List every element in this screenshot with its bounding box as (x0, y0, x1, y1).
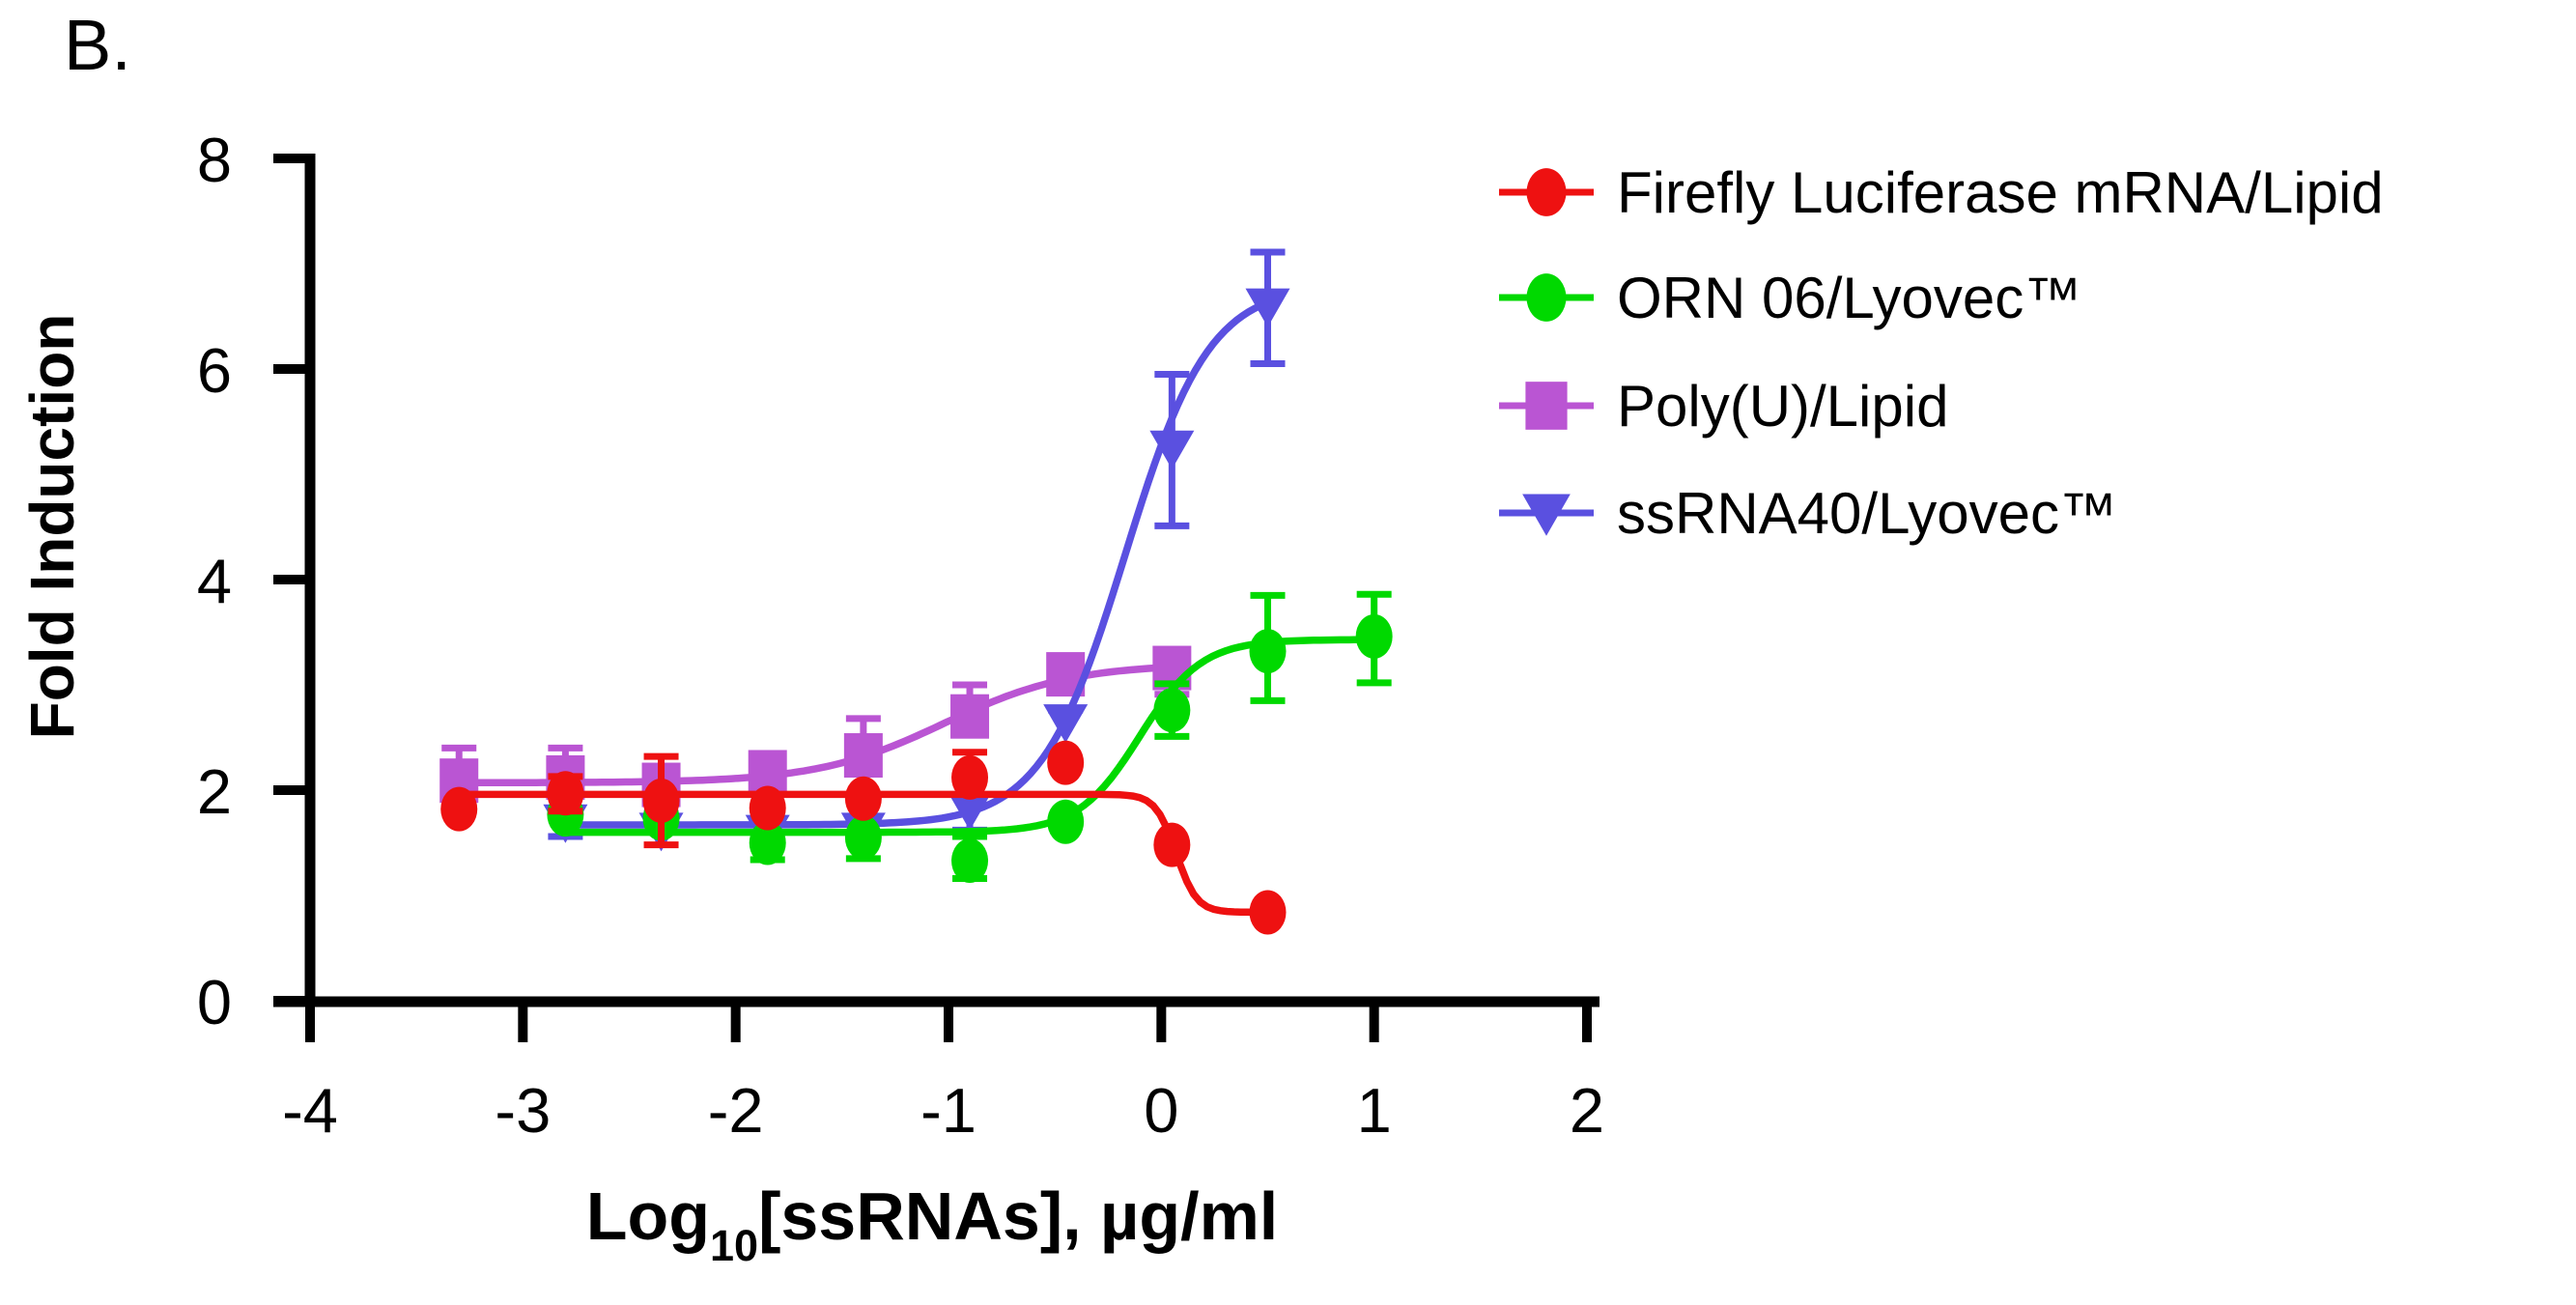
legend-label-orn06: ORN 06/Lyovec™ (1617, 266, 2081, 330)
y-axis-title: Fold Induction (17, 314, 87, 740)
series-firefly-marker (440, 786, 478, 832)
y-tick-label: 6 (197, 335, 232, 406)
x-tick-label: -2 (708, 1075, 764, 1146)
series-orn06-marker (1047, 799, 1085, 844)
panel-label: B. (64, 5, 131, 85)
series-ssrna40-marker (948, 791, 993, 831)
series-orn06-marker (749, 820, 786, 865)
series-orn06-marker (1153, 688, 1191, 733)
y-tick-label: 8 (197, 125, 232, 195)
series-firefly-marker (749, 785, 786, 831)
legend-item-firefly: Firefly Luciferase mRNA/Lipid (1499, 160, 2384, 225)
legend-item-ssrna40: ssRNA40/Lyovec™ (1499, 481, 2117, 546)
legend-item-orn06: ORN 06/Lyovec™ (1499, 266, 2081, 330)
y-tick-label: 4 (197, 546, 232, 616)
series-orn06-marker (844, 815, 882, 861)
legend-marker-firefly (1526, 168, 1567, 216)
legend-item-polyu: Poly(U)/Lipid (1499, 374, 1948, 439)
x-tick-label: -4 (282, 1075, 338, 1146)
series-firefly-marker (844, 776, 882, 821)
series-ssrna40-marker (1149, 430, 1195, 469)
series-ssrna40-marker (1043, 704, 1089, 744)
series-ssrna40-marker (1245, 288, 1290, 327)
series-firefly (440, 740, 1287, 935)
legend-marker-orn06 (1526, 273, 1567, 322)
x-tick-label: 0 (1144, 1075, 1178, 1146)
legend-marker-ssrna40 (1522, 494, 1571, 536)
series-firefly-marker (642, 778, 680, 823)
series-firefly-marker (1047, 740, 1085, 785)
series-orn06-marker (951, 838, 989, 884)
series-orn06-marker (1249, 629, 1287, 674)
series-firefly-marker (1153, 822, 1191, 867)
legend-marker-polyu (1525, 382, 1568, 430)
legend-label-ssrna40: ssRNA40/Lyovec™ (1617, 481, 2117, 546)
legend-label-polyu: Poly(U)/Lipid (1617, 374, 1948, 439)
series-firefly-marker (547, 771, 584, 816)
y-tick-label: 2 (197, 756, 232, 827)
series-orn06-curve (561, 636, 1378, 837)
x-tick-label: 1 (1357, 1075, 1392, 1146)
x-tick-label: 2 (1570, 1075, 1604, 1146)
x-tick-label: -1 (920, 1075, 977, 1146)
y-tick-label: 0 (197, 967, 232, 1037)
series-firefly-marker (1249, 890, 1287, 935)
series-polyu-marker (950, 694, 990, 739)
series-ssrna40-curve (561, 297, 1276, 829)
x-axis-title: Log10[ssRNAs], µg/ml (586, 1178, 1279, 1270)
x-tick-label: -3 (495, 1075, 551, 1146)
series-orn06-marker (1355, 613, 1393, 659)
series-firefly-marker (951, 754, 989, 800)
legend-label-firefly: Firefly Luciferase mRNA/Lipid (1617, 160, 2384, 225)
series-polyu-marker (843, 733, 883, 779)
legend: Firefly Luciferase mRNA/Lipid ORN 06/Lyov… (1499, 160, 2384, 546)
